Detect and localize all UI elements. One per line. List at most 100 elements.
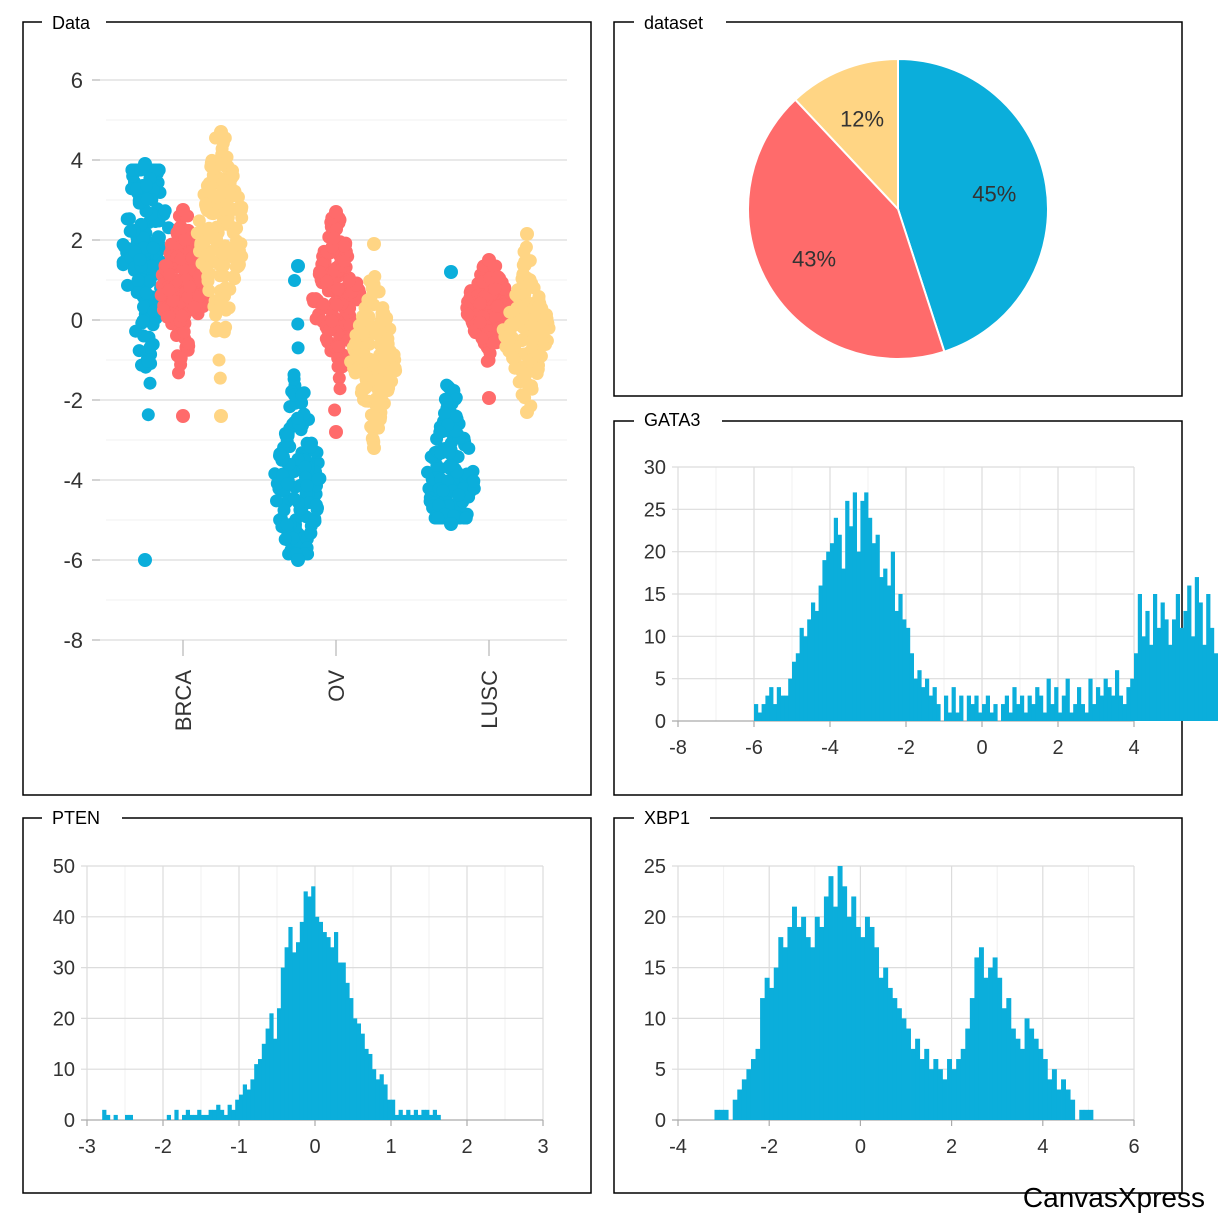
pie-title: dataset [644,13,703,33]
data-point [213,269,227,283]
data-point [328,403,342,417]
y-tick-label: 0 [655,1110,666,1132]
data-point [280,518,294,532]
histogram-bar [810,947,816,1120]
histogram-bar [842,886,848,1120]
histogram-bar [969,998,975,1120]
histogram-bar [1065,678,1070,721]
histogram-bar [811,602,816,721]
data-point [379,313,393,327]
data-point [219,303,233,317]
histogram-bar [780,695,785,721]
data-point [136,231,150,245]
histogram-bar [394,1114,399,1120]
histogram-bar [1042,1059,1048,1120]
data-point [432,498,446,512]
data-point [378,348,391,361]
y-tick-label: -4 [63,468,83,493]
pie-slice-label: 12% [840,106,884,131]
histogram-bar [1061,695,1066,721]
histogram-bar [892,998,898,1120]
data-point [522,381,536,395]
histogram-bar [1206,594,1211,721]
x-tick-label: 6 [1128,1136,1139,1158]
data-point [436,484,450,498]
histogram-bar [299,921,304,1120]
data-point [280,477,294,491]
histogram-bar [410,1114,415,1120]
data-point [158,204,172,218]
histogram-bar [1202,644,1207,721]
y-tick-label: 2 [71,228,83,253]
histogram-bar [227,1104,232,1120]
histogram-bar [128,1114,133,1120]
data-point [215,157,229,171]
histogram-bar [860,937,866,1120]
x-tick-label: -2 [154,1136,172,1158]
histogram-bar [185,1109,190,1120]
data-point [219,320,233,334]
data-point [287,368,301,382]
x-tick-label: -2 [897,737,915,759]
gata3-title: GATA3 [644,410,700,430]
histogram-bar [1175,594,1180,721]
swarm-xbp1-lusc [496,227,556,419]
histogram-bar [106,1114,111,1120]
histogram-bar [337,962,342,1120]
data-point [525,318,539,332]
histogram-bar [869,926,875,1120]
data-point [178,233,192,247]
histogram-bar [1107,687,1112,721]
histogram-bar [1031,704,1036,721]
y-tick-label: 15 [644,584,666,606]
beeswarm-panel: Data 6 4 2 0 -2 -4 -6 -8 BRCA OV LUSC [22,8,592,796]
data-point [518,391,532,405]
data-point [452,488,466,502]
histogram-bar [307,896,312,1120]
data-point [228,202,242,216]
histogram-bar [417,1114,422,1120]
histogram-bar [807,619,812,721]
data-point [532,290,546,304]
histogram-bar [1070,1099,1076,1120]
data-point [219,281,232,295]
data-point [209,324,223,338]
pie-frame [613,21,1183,397]
data-point [123,224,137,238]
data-point [480,354,494,368]
histogram-bar [372,1069,377,1120]
data-point [369,327,383,341]
histogram-bar [1039,695,1044,721]
data-point [332,371,346,385]
y-tick-label: 10 [644,626,666,648]
data-point [360,369,374,383]
histogram-bar [436,1114,441,1120]
histogram-bar [1156,627,1161,721]
data-point [130,182,144,196]
histogram-bar [402,1114,407,1120]
data-point [291,317,305,331]
histogram-bar [292,952,297,1120]
histogram-bar [182,1114,187,1120]
data-point [175,309,189,323]
histogram-bar [723,1109,729,1120]
data-point [517,302,531,316]
data-point [516,267,530,281]
data-point [442,446,456,460]
histogram-bar [102,1109,107,1120]
histogram-bar [879,577,884,721]
histogram-bar [845,500,850,721]
histogram-bar [1130,678,1135,721]
histogram-bar [1029,1028,1035,1120]
histogram-bar [246,1089,251,1120]
histogram-bar [1001,1008,1007,1120]
histogram-bar [932,687,937,721]
data-point [146,241,160,255]
histogram-bar [1088,1109,1094,1120]
data-point [174,351,188,365]
histogram-bar [261,1043,266,1120]
histogram-bar [1065,1089,1071,1120]
data-point [387,348,401,362]
histogram-bar [896,1008,902,1120]
